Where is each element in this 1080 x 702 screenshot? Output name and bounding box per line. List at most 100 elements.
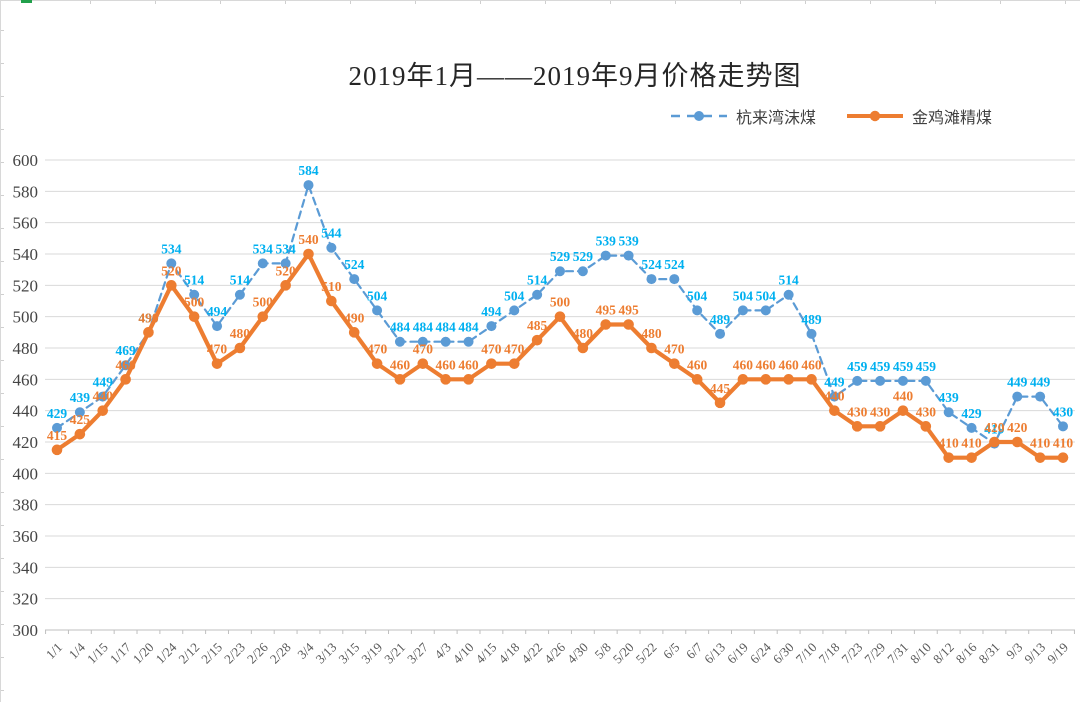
x-axis-label: 6/30 [770,640,797,667]
sheet-tick [870,1,871,4]
data-label: 460 [390,357,411,372]
data-label: 504 [756,288,777,303]
sheet-tick [1,360,4,361]
data-point [51,444,63,456]
data-point [783,374,794,385]
data-label: 459 [893,359,914,374]
data-label: 440 [824,389,845,404]
data-label: 470 [207,342,228,357]
x-axis-label: 1/24 [152,639,179,666]
data-point [1057,452,1069,463]
sheet-tick [1,129,4,130]
data-label: 489 [710,312,731,327]
data-label: 504 [733,288,754,303]
sheet-tick [1,30,4,31]
data-point [417,336,428,347]
data-point [212,321,223,332]
x-axis-label: 7/23 [838,640,865,667]
y-axis-label: 300 [13,621,39,640]
data-label: 460 [756,357,777,372]
data-label: 470 [367,342,388,357]
data-point [257,311,269,322]
data-point [74,428,86,440]
data-label: 440 [93,389,114,404]
x-axis-label: 4/22 [518,640,545,667]
x-axis-label: 4/10 [450,640,477,667]
x-axis-label: 2/23 [221,640,248,667]
y-axis-label: 520 [13,276,39,295]
data-point [394,336,405,347]
y-axis-label: 360 [13,527,39,546]
data-point [760,305,771,316]
sheet-tick [1,261,4,262]
data-label: 524 [344,257,365,272]
data-label: 449 [824,375,845,390]
data-point [737,374,749,385]
data-point [555,266,565,277]
data-point [554,311,566,322]
data-label: 534 [161,241,182,256]
data-label: 490 [344,310,365,325]
chart-legend: 杭来湾沫煤 金鸡滩精煤 [670,104,992,128]
data-label: 410 [939,436,960,451]
data-point [166,258,177,269]
data-label: 540 [298,232,319,247]
sheet-tick [1,63,4,64]
data-label: 500 [253,295,274,310]
legend-marker-solid-icon [846,110,903,122]
data-point [966,452,977,463]
data-label: 514 [230,273,251,288]
data-point [349,274,360,285]
data-label: 500 [550,295,571,310]
data-point [234,289,245,300]
data-point [189,289,200,300]
data-label: 539 [596,234,617,249]
data-label: 469 [115,343,136,358]
legend-item-series-2: 金鸡滩精煤 [846,104,992,128]
x-axis-label: 3/13 [313,640,340,667]
data-point [829,405,840,416]
data-label: 490 [138,310,159,325]
x-axis-label: 5/8 [591,640,613,662]
data-point [348,327,360,338]
sheet-tick [1,96,4,97]
data-label: 460 [801,357,822,372]
chart-title: 2019年1月——2019年9月价格走势图 [348,61,802,91]
data-label: 529 [550,249,571,264]
sheet-tick [1,591,4,592]
sheet-edge-left [0,0,1,702]
data-label: 459 [870,359,891,374]
x-axis-label: 1/17 [107,639,134,666]
y-axis-label: 580 [13,182,39,201]
data-label: 504 [367,288,388,303]
data-point [600,319,612,330]
y-axis-label: 320 [13,590,39,609]
x-axis-label: 6/13 [701,640,728,667]
sheet-tick [1,624,4,625]
data-label: 584 [298,163,319,178]
data-label: 445 [710,381,731,396]
data-point [600,250,611,261]
data-point [371,358,383,369]
legend-marker-dashed-icon [670,111,727,121]
data-label: 470 [664,342,685,357]
sheet-tick [610,1,611,4]
data-label: 524 [641,257,662,272]
data-point [1011,436,1023,448]
data-label: 419 [984,422,1005,437]
data-point [829,391,840,402]
data-point [714,397,726,409]
data-point [463,374,474,385]
legend-item-series-1: 杭来湾沫煤 [670,104,816,128]
x-axis-label: 3/27 [404,639,431,666]
data-point [669,358,680,369]
sheet-tick [805,1,806,4]
y-axis-label: 480 [13,339,39,358]
data-label: 514 [527,273,548,288]
y-axis-label: 420 [13,433,39,452]
data-label: 504 [504,288,525,303]
sheet-tick [220,1,221,4]
data-label: 480 [230,326,251,341]
x-axis-label: 2/15 [198,640,225,667]
legend-label: 金鸡滩精煤 [911,110,992,127]
